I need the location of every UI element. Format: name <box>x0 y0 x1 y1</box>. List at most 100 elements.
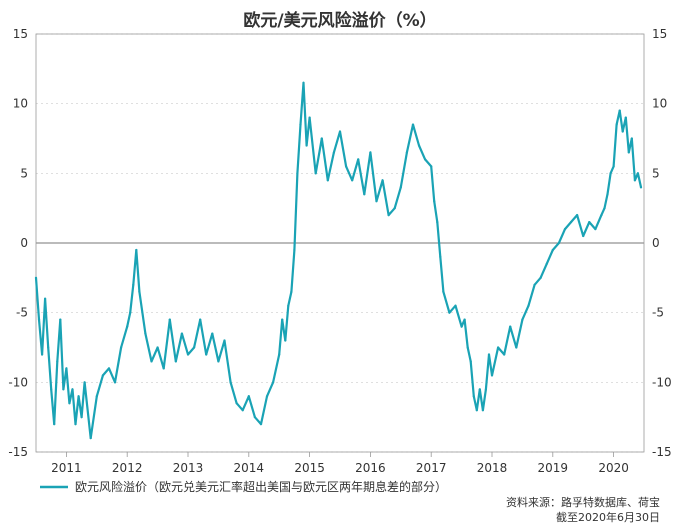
data-point <box>180 332 184 335</box>
data-point <box>490 374 494 377</box>
data-point <box>132 283 135 286</box>
data-point <box>174 360 177 363</box>
data-point <box>576 214 579 217</box>
data-point <box>630 137 633 140</box>
data-point <box>241 409 244 412</box>
data-point <box>332 151 336 154</box>
data-point <box>37 318 41 321</box>
data-point <box>375 200 378 203</box>
data-point <box>211 332 214 335</box>
data-point <box>68 402 71 405</box>
data-point <box>433 200 436 203</box>
data-point <box>439 255 442 259</box>
data-point <box>284 339 287 342</box>
data-point <box>527 304 530 307</box>
data-point <box>393 207 396 210</box>
data-point <box>509 325 512 328</box>
data-point <box>369 151 372 154</box>
data-point <box>129 311 132 314</box>
chart-title: 欧元/美元风险溢价（%） <box>243 10 436 31</box>
data-point <box>481 409 484 412</box>
series-points <box>34 81 643 440</box>
data-point <box>205 353 208 356</box>
data-point <box>326 179 329 182</box>
x-tick-label: 2012 <box>112 461 143 475</box>
data-point <box>290 290 293 293</box>
data-point <box>150 360 153 363</box>
data-point <box>62 388 65 391</box>
data-point <box>539 276 542 279</box>
data-point <box>138 290 141 293</box>
data-point <box>56 360 59 363</box>
y-tick-label-left: -5 <box>16 306 28 320</box>
data-point <box>120 346 123 349</box>
data-point <box>609 172 612 175</box>
y-axis-left: 15 10 5 0 -5 -10 -15 <box>8 27 28 459</box>
data-point <box>627 151 630 154</box>
date-note: 截至2020年6月30日 <box>556 510 660 524</box>
legend: 欧元风险溢价（欧元兑美元汇率超出美国与欧元区两年期息差的部分） <box>40 479 447 494</box>
y-axis-right: 15 10 5 0 -5 -10 -15 <box>652 27 672 459</box>
data-point <box>247 395 250 398</box>
data-point <box>144 332 147 335</box>
data-point <box>65 367 68 370</box>
data-point <box>569 221 573 224</box>
data-point <box>615 123 618 126</box>
data-point <box>351 179 354 182</box>
data-point <box>217 360 220 363</box>
data-point <box>308 116 311 119</box>
data-point <box>47 346 50 349</box>
data-point <box>101 374 104 377</box>
data-point <box>74 423 77 426</box>
data-point <box>53 423 56 426</box>
x-tick-label: 2011 <box>51 461 82 475</box>
data-point <box>77 395 80 398</box>
data-point <box>168 318 171 321</box>
data-point <box>633 179 636 182</box>
data-point <box>305 144 308 147</box>
data-point <box>594 227 597 231</box>
data-point <box>162 367 165 370</box>
data-point <box>405 151 408 154</box>
data-point <box>563 227 567 231</box>
data-point <box>487 353 491 356</box>
x-tick-label: 2016 <box>355 461 386 475</box>
data-point <box>588 221 591 224</box>
y-tick-label-right: -15 <box>652 445 672 459</box>
data-point <box>475 409 478 412</box>
data-point <box>436 221 439 224</box>
plot-frame <box>35 33 645 453</box>
data-point <box>156 346 159 349</box>
data-point <box>314 172 317 175</box>
data-point <box>95 395 98 398</box>
data-point <box>83 381 86 384</box>
data-point <box>80 416 83 419</box>
data-point <box>192 346 196 349</box>
series-line-euro-risk-premium <box>34 81 643 440</box>
data-point <box>621 130 624 133</box>
data-point <box>107 367 111 370</box>
data-point <box>235 402 238 405</box>
data-point <box>281 318 284 321</box>
data-point <box>606 193 609 196</box>
data-point <box>387 214 390 217</box>
x-tick-label: 2017 <box>416 461 447 475</box>
x-tick-label: 2020 <box>598 461 629 475</box>
x-axis: 2011 2012 2013 2014 2015 2016 2017 2018 2019 2020 <box>51 452 629 475</box>
data-point <box>545 262 548 265</box>
data-point <box>126 325 129 328</box>
data-point <box>557 241 560 245</box>
data-point <box>496 346 500 349</box>
data-point <box>113 381 117 384</box>
data-point <box>424 158 427 161</box>
data-point <box>135 248 138 252</box>
data-point <box>478 388 481 391</box>
data-point <box>272 381 275 384</box>
data-point <box>448 311 451 314</box>
y-tick-label-right: -5 <box>652 306 664 320</box>
data-point <box>442 290 445 293</box>
data-point <box>265 395 269 398</box>
y-tick-label-left: 0 <box>20 236 28 250</box>
data-point <box>296 172 299 175</box>
data-point <box>417 144 421 147</box>
